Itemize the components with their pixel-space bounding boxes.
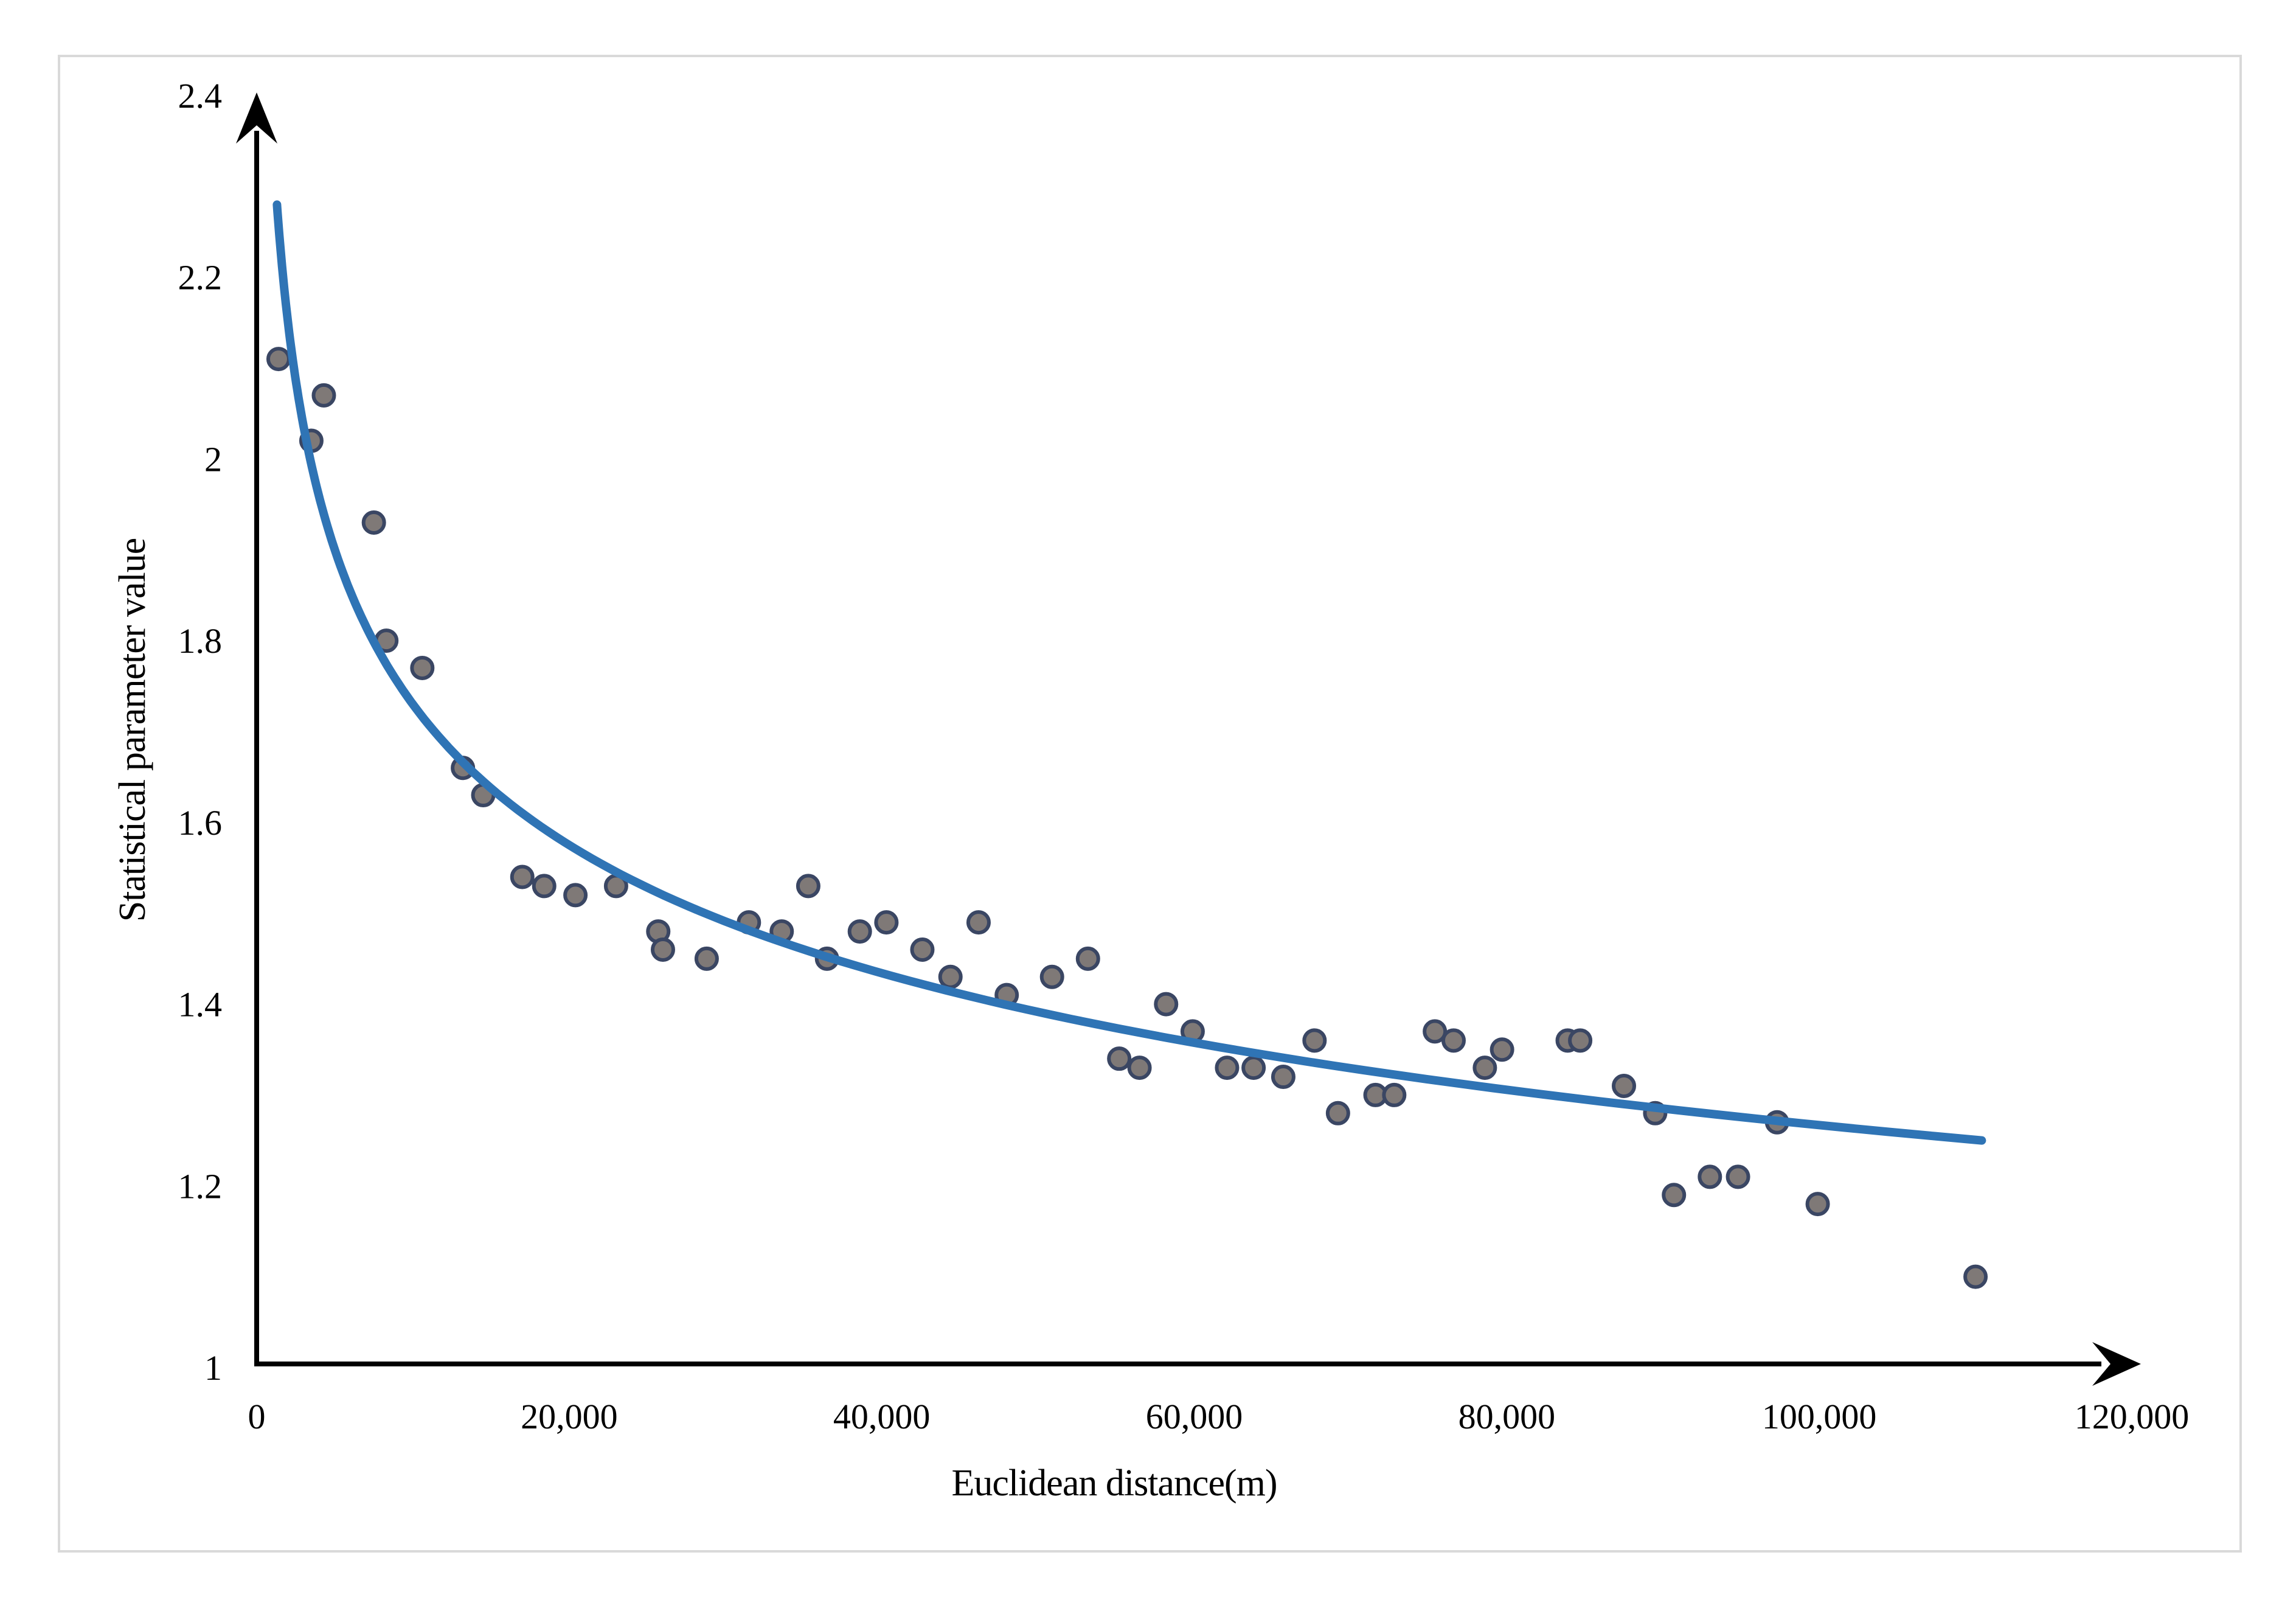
y-tick-label: 1.8 bbox=[178, 621, 223, 661]
scatter-point bbox=[1441, 1028, 1466, 1053]
scatter-point bbox=[874, 910, 899, 935]
scatter-point bbox=[910, 937, 935, 962]
scatter-point bbox=[563, 883, 588, 908]
x-tick-label: 60,000 bbox=[1146, 1397, 1243, 1436]
tick-labels-layer: 1 1.2 1.4 1.6 1.8 2 2.2 2.4 0 20,000 40,000 60,000 8… bbox=[178, 76, 2190, 1436]
chart-border bbox=[58, 55, 2242, 1553]
scatter-point bbox=[796, 874, 820, 899]
scatter-point bbox=[361, 510, 386, 535]
scatter-point bbox=[694, 946, 719, 971]
scatter-point bbox=[1472, 1056, 1497, 1080]
x-tick-label: 0 bbox=[248, 1397, 266, 1436]
axes-layer bbox=[236, 92, 2141, 1386]
scatter-point bbox=[532, 874, 557, 899]
scatter-point bbox=[1039, 964, 1064, 989]
y-tick-label: 2.2 bbox=[178, 258, 223, 297]
scatter-point bbox=[966, 910, 991, 935]
y-tick-label: 2.4 bbox=[178, 76, 223, 116]
scatter-point bbox=[1963, 1264, 1988, 1289]
scatter-point bbox=[847, 919, 872, 944]
scatter-point bbox=[1215, 1056, 1240, 1080]
scatter-point bbox=[510, 864, 535, 889]
y-tick-label: 1 bbox=[204, 1348, 222, 1388]
scatter-point bbox=[311, 383, 336, 408]
x-tick-label: 100,000 bbox=[1762, 1397, 1877, 1436]
scatter-point bbox=[1612, 1073, 1637, 1098]
scatter-point bbox=[938, 964, 963, 989]
scatter-point bbox=[266, 347, 291, 372]
scatter-point bbox=[1325, 1101, 1350, 1125]
scatter-point bbox=[1568, 1028, 1593, 1053]
trend-line-layer bbox=[272, 200, 1986, 1145]
x-tick-label: 120,000 bbox=[2075, 1397, 2190, 1436]
scatter-point bbox=[1423, 1019, 1448, 1044]
x-axis-arrow-icon bbox=[2092, 1342, 2141, 1386]
scatter-point bbox=[650, 937, 675, 962]
scatter-point bbox=[1241, 1056, 1266, 1080]
y-tick-label: 1.2 bbox=[178, 1166, 223, 1206]
x-tick-label: 40,000 bbox=[833, 1397, 931, 1436]
x-axis-title: Euclidean distance(m) bbox=[951, 1463, 1277, 1504]
scatter-point bbox=[1075, 946, 1100, 971]
scatter-point bbox=[1490, 1037, 1514, 1062]
scatter-point bbox=[1698, 1164, 1722, 1189]
y-tick-label: 1.4 bbox=[178, 985, 223, 1024]
y-axis-title: Statistical parameter value bbox=[112, 538, 153, 922]
scatter-point bbox=[1107, 1046, 1132, 1071]
scatter-point bbox=[1302, 1028, 1327, 1053]
y-tick-label: 2 bbox=[204, 439, 222, 479]
scatter-point bbox=[410, 655, 435, 680]
scatter-point bbox=[1662, 1183, 1687, 1208]
scatter-point bbox=[1725, 1164, 1750, 1189]
y-axis-arrow-icon bbox=[236, 92, 277, 144]
trend-line bbox=[272, 200, 1986, 1145]
scatter-point bbox=[1127, 1056, 1152, 1080]
x-tick-label: 20,000 bbox=[521, 1397, 618, 1436]
y-tick-label: 1.6 bbox=[178, 803, 223, 843]
scatter-point bbox=[1154, 992, 1179, 1017]
scatter-point bbox=[1271, 1065, 1295, 1090]
scatter-point bbox=[1805, 1192, 1830, 1217]
x-tick-label: 80,000 bbox=[1458, 1397, 1556, 1436]
scatter-point bbox=[1382, 1082, 1407, 1107]
